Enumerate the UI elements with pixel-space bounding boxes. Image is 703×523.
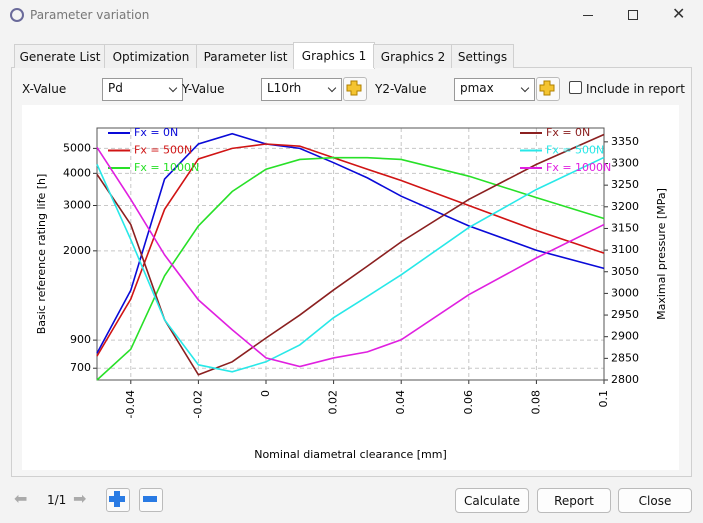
plot-frame	[96, 127, 605, 381]
icon	[539, 80, 555, 96]
window-title: Parameter variation	[30, 8, 150, 22]
page-indicator: 1/1	[47, 493, 67, 507]
y-tick-label: 4000	[63, 166, 91, 179]
x-tick-label: 0	[259, 390, 272, 397]
checkbox[interactable]	[569, 81, 582, 94]
y2-tick-label: 3250	[611, 178, 639, 191]
tab[interactable]: Generate List	[14, 44, 106, 68]
button[interactable]: Report	[537, 488, 611, 513]
x-tick-label: 0.08	[529, 390, 542, 415]
series-line	[96, 143, 605, 357]
y-tick-label: 5000	[63, 141, 91, 154]
add-button[interactable]	[536, 77, 560, 101]
button[interactable]: Close	[618, 488, 692, 513]
remove-variant[interactable]	[139, 488, 163, 512]
legend-label: Fx = 1000N	[546, 161, 611, 174]
y-tick-label: 700	[70, 361, 91, 374]
legend-label: Fx = 500N	[134, 144, 192, 157]
y2-tick-label: 3000	[611, 286, 639, 299]
legend-label: Fx = 0N	[134, 126, 178, 139]
chart: -0.04 -0.02 0 0.02 0.04 0.06 0.08 0.1 700 900 2000…	[22, 105, 679, 470]
minimize[interactable]	[583, 15, 593, 16]
chart-bg	[22, 105, 679, 470]
y2-tick-label: 3200	[611, 200, 639, 213]
icon	[346, 80, 362, 96]
add-variant[interactable]	[106, 488, 130, 512]
legend-label: Fx = 500N	[546, 144, 604, 157]
x-tick-label: 0.04	[394, 390, 407, 415]
tab[interactable]: Graphics 1	[293, 42, 375, 69]
y2-tick-label: 2950	[611, 308, 639, 321]
add-button[interactable]	[343, 77, 367, 101]
y2-axis-label: Maximal pressure [MPa]	[655, 188, 668, 320]
legend-label: Fx = 0N	[546, 126, 590, 139]
label: Y-Value	[182, 82, 225, 96]
label: X-Value	[22, 82, 67, 96]
y-tick-label: 900	[70, 333, 91, 346]
y2-tick-label: 2850	[611, 351, 639, 364]
label: Y2-Value	[375, 82, 427, 96]
y-axis-label: Basic reference rating life [h]	[35, 174, 48, 335]
select[interactable]: Pd	[102, 78, 183, 101]
tab[interactable]: Parameter list	[196, 44, 295, 68]
button[interactable]: Calculate	[455, 488, 529, 513]
y2-tick-label: 3100	[611, 243, 639, 256]
x-tick-label: 0.06	[462, 390, 475, 415]
x-axis-label: Nominal diametral clearance [mm]	[254, 448, 447, 461]
y2-tick-label: 3050	[611, 265, 639, 278]
app-icon	[10, 8, 24, 22]
y2-tick-label: 3300	[611, 157, 639, 170]
tab[interactable]: Settings	[451, 44, 514, 68]
y2-tick-label: 2900	[611, 330, 639, 343]
x-tick-label: 0.02	[327, 390, 340, 415]
select[interactable]: L10rh	[261, 78, 342, 101]
series-line	[96, 156, 605, 373]
select[interactable]: pmax	[454, 78, 535, 101]
y2-tick-label: 2800	[611, 373, 639, 386]
series-line	[96, 156, 605, 381]
tab[interactable]: Optimization	[104, 44, 198, 68]
icon	[143, 496, 157, 502]
checkbox-label[interactable]: Include in report	[586, 82, 685, 96]
y2-tick-label: 3150	[611, 221, 639, 234]
tab[interactable]: Graphics 2	[373, 44, 453, 68]
x-tick-label: 0.1	[597, 390, 610, 408]
next[interactable]: ➡	[73, 489, 87, 508]
series-line	[96, 147, 605, 368]
icon	[109, 491, 125, 507]
maximize[interactable]	[628, 10, 638, 20]
prev[interactable]: ⬅	[14, 489, 28, 508]
x-tick-label: -0.02	[191, 390, 204, 418]
y-tick-label: 2000	[63, 244, 91, 257]
x-tick-label: -0.04	[124, 390, 137, 418]
close-x[interactable]: ✕	[672, 4, 686, 23]
legend-label: Fx = 1000N	[134, 161, 199, 174]
y2-tick-label: 3350	[611, 135, 639, 148]
series-line	[96, 132, 605, 354]
y-tick-label: 3000	[63, 199, 91, 212]
